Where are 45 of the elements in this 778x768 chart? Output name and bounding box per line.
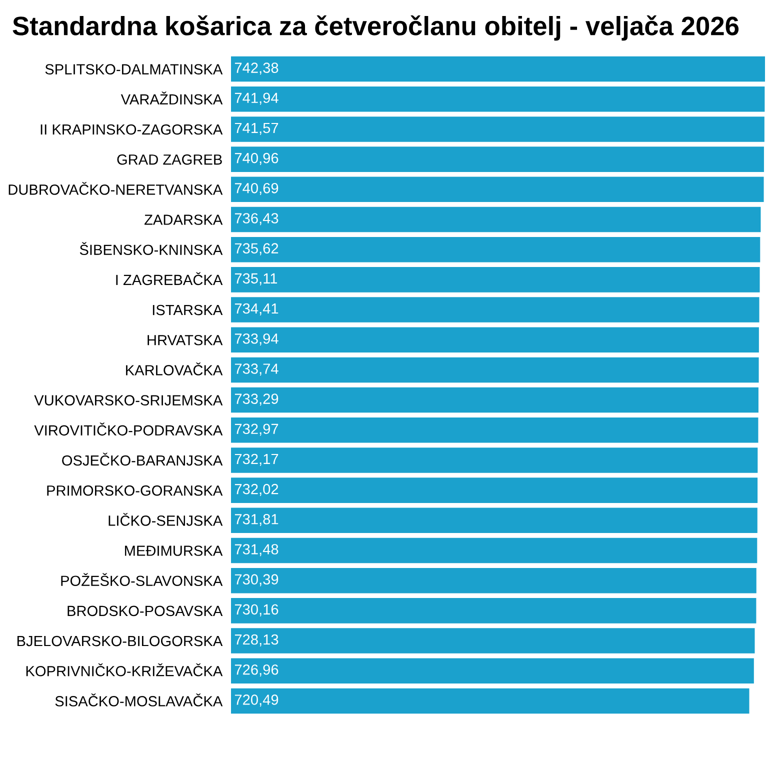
y-tick-label: BRODSKO-POSAVSKA [68, 606, 223, 616]
data-label: 731,48 [234, 544, 278, 556]
y-tick-label: ZADARSKA [144, 214, 223, 225]
data-label: 733,94 [234, 333, 278, 346]
y-tick-label: PRIMORSKO-GORANSKA [47, 485, 223, 496]
y-tick-label: VARAŽDINSKA [120, 92, 223, 105]
y-tick-label: SPLITSKO-DALMATINSKA [45, 64, 223, 74]
data-label: 730,16 [234, 604, 278, 616]
y-tick-label: OSJEČKO-BARANJSKA [62, 452, 223, 466]
data-label: 735,62 [234, 243, 278, 256]
y-tick-label: ŠIBENSKO-KNINSKA [80, 242, 223, 256]
y-tick-label: POŽEŠKO-SLAVONSKA [61, 573, 223, 586]
data-label: 732,97 [234, 424, 278, 436]
data-label: 741,57 [234, 122, 278, 135]
data-label: 730,39 [234, 574, 278, 586]
chart-title: Standardna košarica za četveročlanu obitelj - veljača 2026 [12, 15, 739, 41]
y-tick-label: DUBROVAČKO-NERETVANSKA [8, 182, 223, 195]
data-label: 732,02 [234, 484, 278, 496]
y-tick-label: I ZAGREBAČKA [116, 272, 223, 286]
y-tick-label: II KRAPINSKO-ZAGORSKA [40, 124, 223, 135]
data-label: 733,74 [234, 364, 278, 376]
y-tick-label: SISAČKO-MOSLAVAČKA [55, 693, 223, 706]
y-tick-label: VUKOVARSKO-SRIJEMSKA [34, 395, 223, 406]
y-tick-label: GRAD ZAGREB [117, 154, 222, 165]
data-label: 742,38 [234, 62, 278, 75]
data-label: 741,94 [234, 92, 278, 105]
y-tick-label: MEĐIMURSKA [125, 546, 223, 556]
data-label: 736,43 [234, 213, 278, 226]
data-label: 732,17 [234, 454, 278, 466]
y-tick-label: KARLOVAČKA [126, 362, 223, 376]
y-tick-label: LIČKO-SENJSKA [108, 512, 223, 526]
data-label: 726,96 [234, 664, 278, 676]
data-label: 740,69 [234, 182, 278, 196]
data-label: 740,96 [234, 152, 278, 165]
data-label: 733,29 [234, 394, 278, 406]
data-label: 728,13 [234, 634, 278, 646]
y-tick-label: KOPRIVNIČKO-KRIŽEVAČKA [26, 663, 223, 676]
data-label: 720,49 [234, 694, 278, 707]
y-tick-label: BJELOVARSKO-BILOGORSKA [17, 636, 223, 646]
y-tick-label: VIROVITIČKO-PODRAVSKA [34, 422, 223, 436]
y-tick-label: HRVATSKA [148, 334, 223, 346]
data-label: 734,41 [234, 303, 278, 316]
data-label: 735,11 [234, 273, 278, 286]
y-tick-label: ISTARSKA [152, 304, 223, 316]
data-label: 731,81 [234, 514, 278, 526]
